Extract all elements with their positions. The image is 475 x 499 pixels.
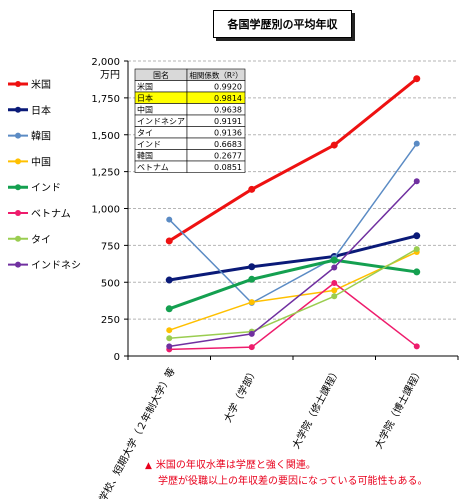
- y-tick-label: 1,250: [91, 168, 120, 179]
- data-point: [165, 237, 173, 245]
- table-value: 0.9638: [214, 106, 242, 115]
- triangle-icon: ▲: [145, 461, 152, 471]
- data-point: [413, 140, 420, 147]
- table-country: 韓国: [137, 151, 153, 161]
- legend-marker: [15, 184, 21, 191]
- legend-label: 韓国: [31, 131, 51, 143]
- legend-label: インドネシ: [31, 260, 81, 272]
- table-value: 0.2677: [214, 152, 242, 161]
- data-point: [413, 246, 420, 253]
- legend-label: インド: [31, 183, 61, 194]
- series-line: [168, 258, 417, 311]
- legend-label: 米国: [31, 78, 51, 91]
- data-point: [248, 344, 255, 351]
- legend-marker: [15, 158, 21, 165]
- data-point: [248, 299, 255, 306]
- y-tick-label: 1,000: [91, 205, 120, 216]
- table-cell: [186, 160, 246, 173]
- data-point: [248, 275, 256, 283]
- data-point: [331, 293, 338, 300]
- legend-label: タイ: [31, 234, 51, 246]
- series-line: [169, 234, 418, 282]
- legend-marker: [15, 210, 21, 216]
- data-point: [331, 279, 338, 286]
- y-tick-label: 0: [114, 352, 120, 363]
- series-line: [169, 251, 418, 331]
- y-tick-label: 250: [101, 315, 120, 326]
- table-country: インド: [137, 140, 161, 149]
- data-point: [413, 75, 421, 83]
- annotation-note: ▲ 米国の年収水準は学歴と強く関連。 学歴が役職以上の年収差の要因になっている可能…: [145, 458, 470, 489]
- table-value: 0.9920: [214, 83, 242, 92]
- table-value: 0.0851: [214, 163, 242, 172]
- legend-marker: [15, 81, 21, 87]
- note-line-1: 米国の年収水準は学歴と強く関連。: [155, 460, 316, 471]
- legend-marker: [15, 261, 21, 268]
- series-line: [169, 248, 418, 340]
- data-point: [166, 343, 173, 350]
- y-tick-label: 1,750: [91, 94, 120, 105]
- data-point: [166, 335, 173, 342]
- data-point: [165, 305, 173, 313]
- series-line: [168, 77, 418, 243]
- x-category-label: 大学（学部）: [221, 365, 261, 424]
- data-point: [248, 330, 255, 337]
- table-value: 0.9136: [214, 129, 242, 138]
- series-line: [169, 180, 418, 348]
- table-country: 日本: [137, 93, 153, 103]
- data-point: [330, 256, 338, 264]
- data-point: [165, 276, 173, 284]
- chart-title: 各国学歴別の平均年収: [213, 10, 352, 38]
- y-tick-label: 2,000: [91, 57, 120, 68]
- y-unit-label: 万円: [100, 70, 120, 81]
- data-point: [248, 185, 256, 193]
- series-line: [169, 282, 418, 351]
- y-tick-label: 500: [101, 278, 120, 289]
- data-point: [166, 216, 173, 223]
- table-country: インドネシア: [137, 117, 185, 126]
- data-point: [248, 263, 256, 271]
- data-point: [330, 141, 338, 149]
- x-category-label: 大学院（博士課程）: [372, 365, 426, 451]
- y-tick-label: 750: [101, 241, 120, 252]
- data-point: [166, 327, 173, 334]
- legend-label: 日本: [31, 104, 51, 117]
- data-point: [413, 343, 420, 350]
- series-line: [168, 143, 418, 304]
- table-country: 中国: [137, 105, 153, 115]
- legend-marker: [15, 235, 21, 242]
- table-country: タイ: [137, 129, 153, 138]
- data-point: [413, 232, 421, 240]
- table-value: 0.9814: [214, 94, 242, 103]
- legend-marker: [15, 132, 21, 139]
- table-header: 国名: [153, 70, 169, 80]
- table-country: 米国: [137, 82, 153, 92]
- table-value: 0.6683: [214, 140, 242, 149]
- legend-label: 中国: [31, 155, 51, 168]
- legend-label: ベトナム: [31, 208, 71, 220]
- y-tick-label: 1,500: [91, 131, 120, 142]
- table-header: 相関係数（R²）: [189, 70, 242, 80]
- legend-marker: [15, 106, 21, 113]
- table-country: ベトナム: [137, 163, 169, 172]
- data-point: [331, 264, 338, 271]
- table-value: 0.9191: [214, 117, 242, 126]
- note-line-2: 学歴が役職以上の年収差の要因になっている可能性もある。: [158, 476, 428, 487]
- data-point: [331, 287, 338, 294]
- data-point: [413, 268, 421, 276]
- x-category-label: 大学院（修士課程）: [289, 365, 343, 451]
- data-point: [413, 178, 420, 185]
